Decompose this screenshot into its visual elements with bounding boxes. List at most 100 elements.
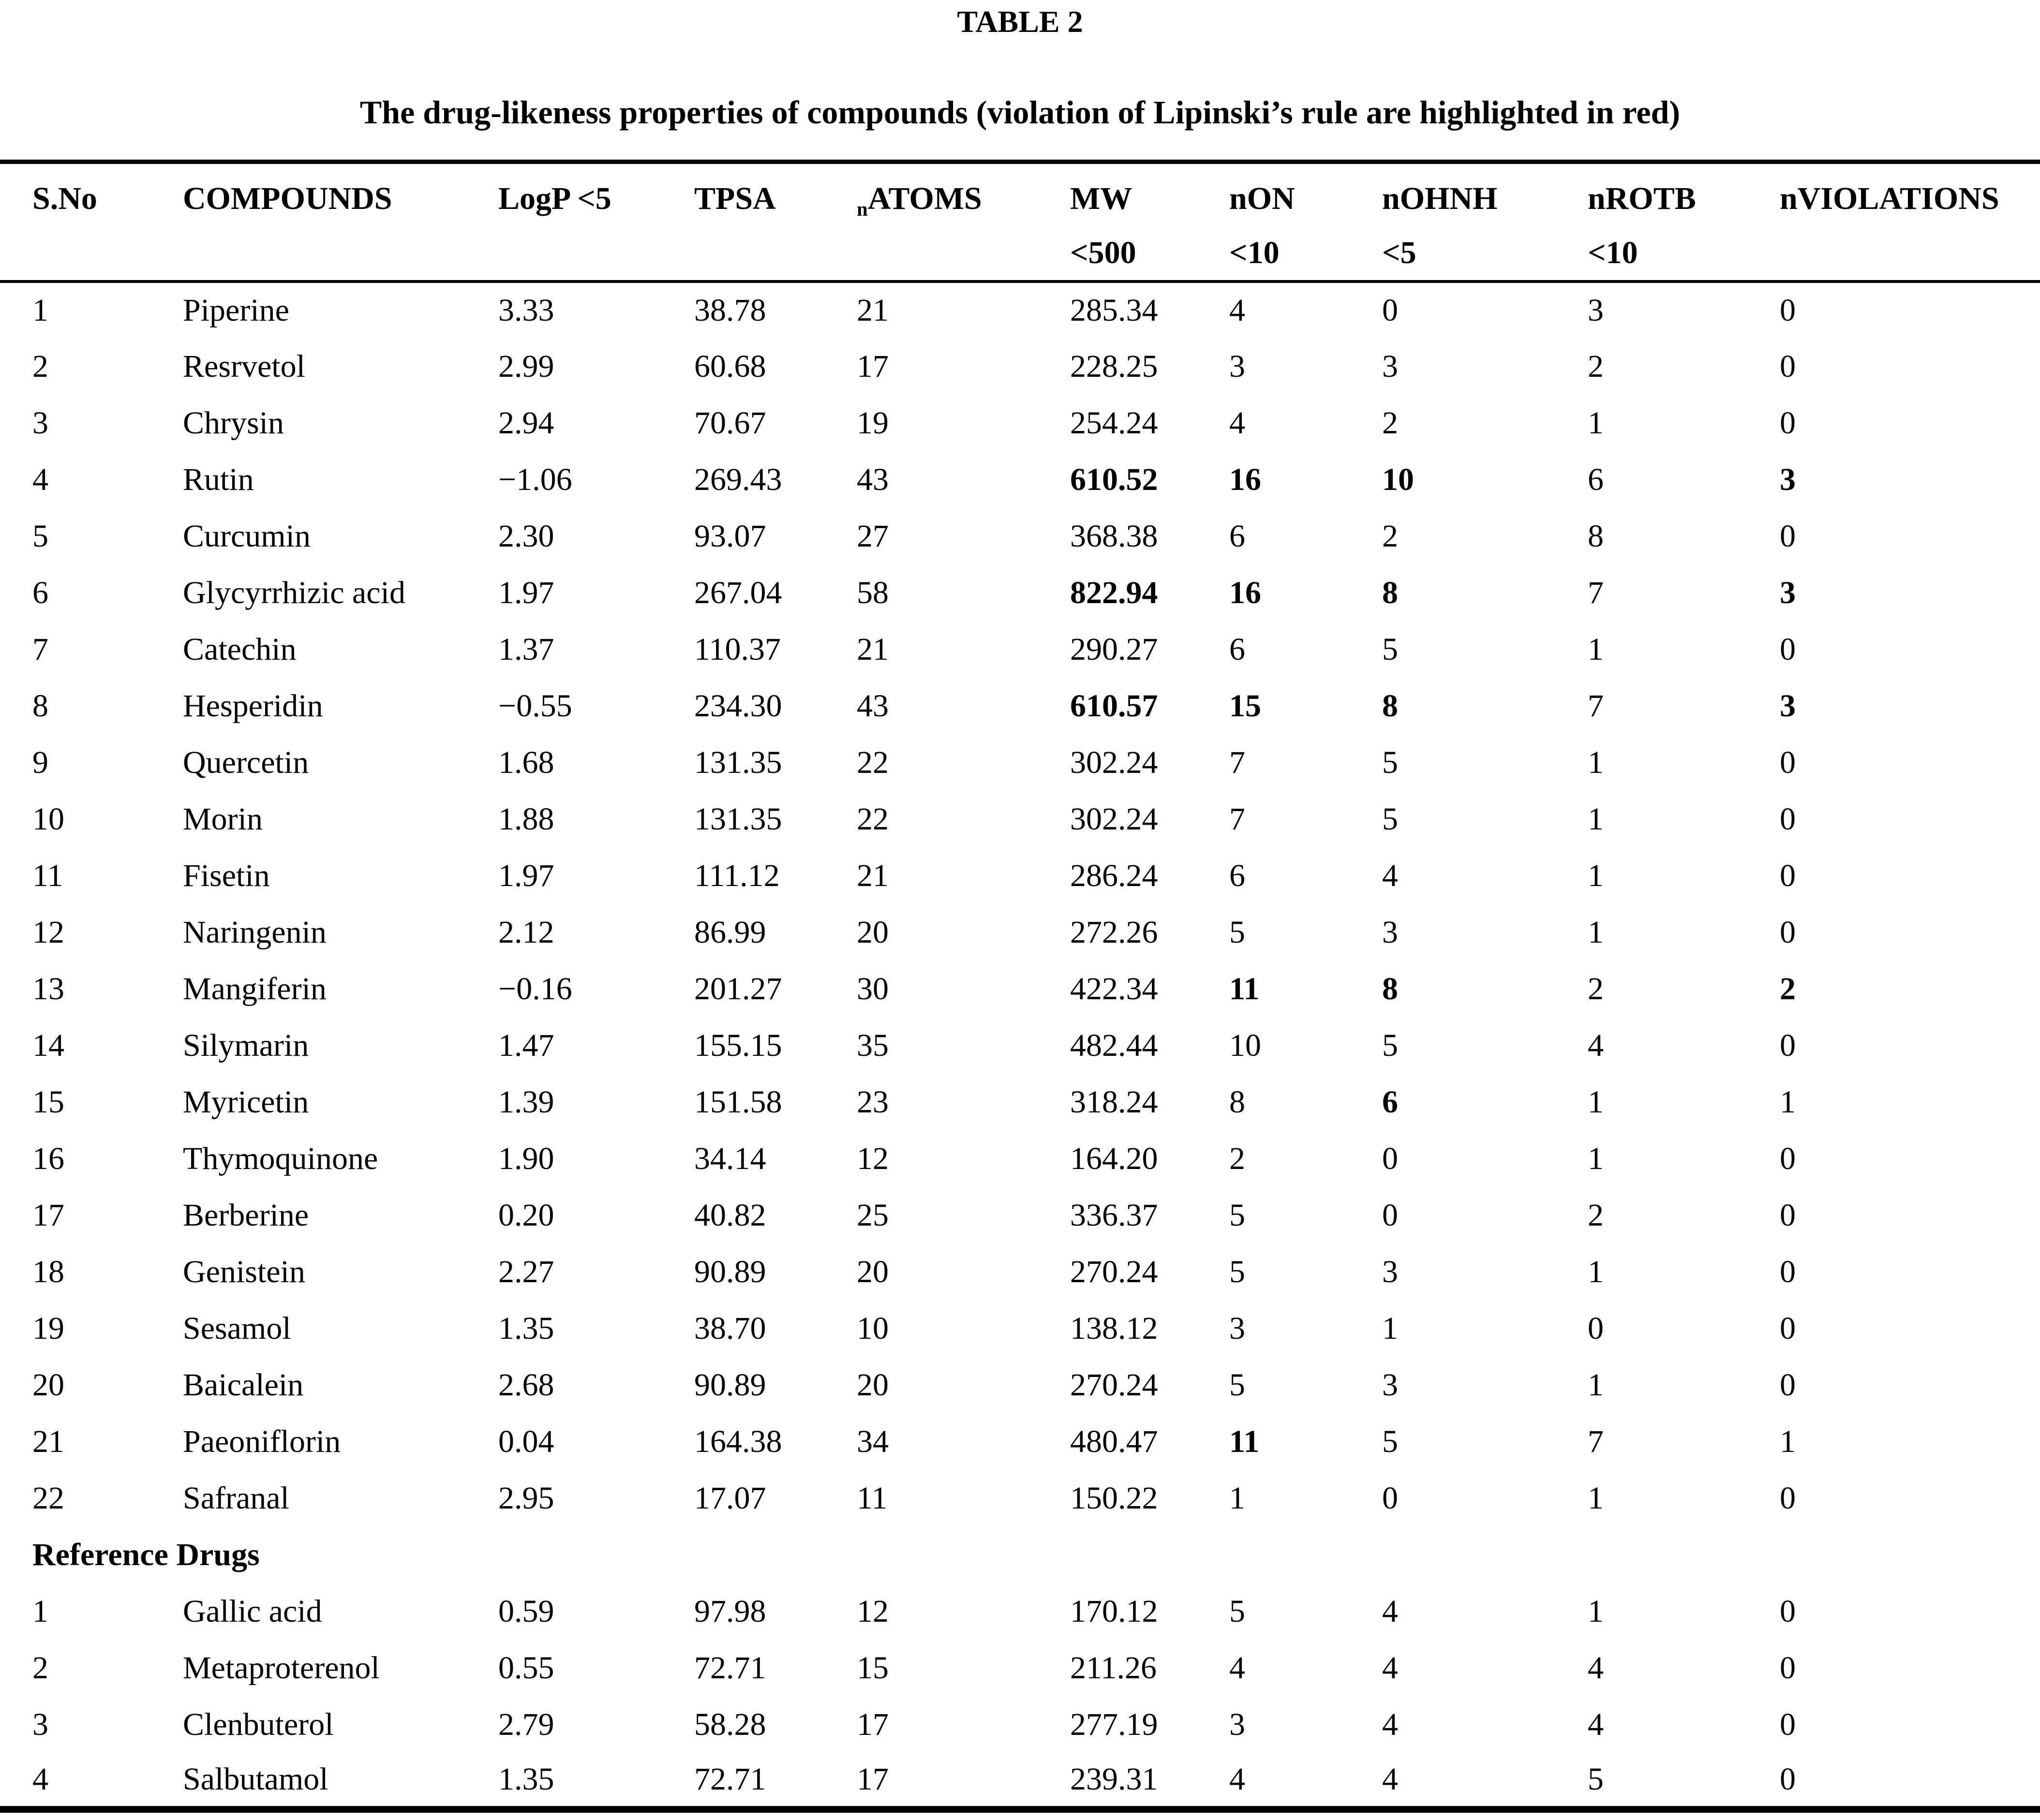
cell-tpsa: 70.67: [694, 405, 766, 441]
reference-drug-row: 3 Clenbuterol 2.79 58.28 17 277.19 3 4 4 0: [0, 1696, 2040, 1753]
compound-row: 18 Genistein 2.27 90.89 20 270.24 5 3 1 0: [0, 1243, 2040, 1300]
column-header-non: nON <10: [1229, 162, 1382, 282]
cell-tpsa: 72.71: [694, 1761, 766, 1797]
column-header-line2: <10: [1229, 235, 1280, 270]
cell-non: 6: [1229, 518, 1245, 554]
column-header-nviol: nVIOLATIONS: [1780, 162, 2040, 282]
cell-non: 5: [1229, 1367, 1245, 1403]
cell-nrotb: 1: [1588, 1084, 1604, 1120]
cell-sno: 3: [32, 405, 48, 441]
cell-non: 7: [1229, 801, 1245, 837]
cell-nohnh: 3: [1382, 1254, 1398, 1289]
table-header: S.No COMPOUNDS LogP <5 TPSA nATOMS MW <500 nON <…: [0, 162, 2040, 282]
column-header-compound: COMPOUNDS: [183, 162, 498, 282]
cell-non: 5: [1229, 914, 1245, 950]
cell-nrotb: 4: [1588, 1706, 1604, 1742]
compound-row: 19 Sesamol 1.35 38.70 10 138.12 3 1 0 0: [0, 1300, 2040, 1357]
cell-compound: Naringenin: [183, 914, 327, 950]
cell-nrotb: 7: [1588, 1423, 1604, 1459]
compound-row: 20 Baicalein 2.68 90.89 20 270.24 5 3 1 0: [0, 1357, 2040, 1413]
cell-natoms: 22: [857, 801, 889, 837]
column-header-line1: MW: [1070, 181, 1132, 216]
cell-nviol: 3: [1780, 688, 1796, 724]
cell-mw: 272.26: [1070, 914, 1158, 950]
cell-natoms: 12: [857, 1593, 889, 1629]
cell-nviol: 3: [1780, 575, 1796, 610]
cell-nviol: 0: [1780, 348, 1796, 384]
cell-tpsa: 201.27: [694, 971, 782, 1006]
cell-tpsa: 17.07: [694, 1480, 766, 1516]
cell-compound: Berberine: [183, 1197, 309, 1233]
cell-non: 2: [1229, 1140, 1245, 1176]
cell-nrotb: 6: [1588, 461, 1604, 497]
cell-non: 11: [1229, 971, 1260, 1006]
cell-nohnh: 5: [1382, 1423, 1398, 1459]
cell-nohnh: 5: [1382, 631, 1398, 667]
cell-mw: 270.24: [1070, 1254, 1158, 1289]
drug-likeness-table: S.No COMPOUNDS LogP <5 TPSA nATOMS MW <500 nON <…: [0, 160, 2040, 1813]
cell-sno: 2: [32, 1650, 48, 1686]
cell-nohnh: 3: [1382, 914, 1398, 950]
cell-nrotb: 1: [1588, 1593, 1604, 1629]
cell-logp: 2.27: [498, 1254, 554, 1289]
cell-nviol: 0: [1780, 1706, 1796, 1742]
cell-nrotb: 1: [1588, 914, 1604, 950]
cell-nrotb: 3: [1588, 293, 1604, 328]
cell-nrotb: 1: [1588, 801, 1604, 837]
cell-sno: 1: [32, 1593, 48, 1629]
cell-tpsa: 269.43: [694, 461, 782, 497]
cell-nrotb: 1: [1588, 1254, 1604, 1289]
cell-natoms: 27: [857, 518, 889, 554]
compound-row: 4 Rutin −1.06 269.43 43 610.52 16 10 6 3: [0, 451, 2040, 508]
cell-natoms: 20: [857, 1367, 889, 1403]
cell-logp: 1.68: [498, 744, 554, 780]
cell-compound: Glycyrrhizic acid: [183, 575, 405, 610]
compound-row: 10 Morin 1.88 131.35 22 302.24 7 5 1 0: [0, 791, 2040, 847]
cell-nohnh: 0: [1382, 293, 1398, 328]
cell-sno: 18: [32, 1254, 64, 1289]
cell-compound: Mangiferin: [183, 971, 327, 1006]
cell-tpsa: 72.71: [694, 1650, 766, 1686]
compound-row: 6 Glycyrrhizic acid 1.97 267.04 58 822.94 16 8 7…: [0, 564, 2040, 621]
cell-compound: Metaproterenol: [183, 1650, 380, 1686]
column-header-mw: MW <500: [1070, 162, 1229, 282]
cell-nohnh: 3: [1382, 1367, 1398, 1403]
cell-nrotb: 1: [1588, 1140, 1604, 1176]
cell-nohnh: 4: [1382, 1761, 1398, 1797]
cell-sno: 10: [32, 801, 64, 837]
cell-logp: 1.47: [498, 1027, 554, 1063]
cell-natoms: 17: [857, 348, 889, 384]
cell-non: 3: [1229, 1706, 1245, 1742]
cell-non: 15: [1229, 688, 1261, 724]
cell-nviol: 0: [1780, 631, 1796, 667]
cell-mw: 290.27: [1070, 631, 1158, 667]
table-label: TABLE 2: [957, 4, 1083, 39]
cell-tpsa: 38.78: [694, 293, 766, 328]
cell-sno: 13: [32, 971, 64, 1006]
cell-nrotb: 1: [1588, 1480, 1604, 1516]
column-header-sno: S.No: [0, 162, 183, 282]
compound-row: 16 Thymoquinone 1.90 34.14 12 164.20 2 0 1 0: [0, 1130, 2040, 1187]
cell-nrotb: 0: [1588, 1310, 1604, 1346]
cell-logp: 0.04: [498, 1423, 554, 1459]
cell-tpsa: 34.14: [694, 1140, 766, 1176]
compound-row: 13 Mangiferin −0.16 201.27 30 422.34 11 8 2 2: [0, 961, 2040, 1017]
cell-tpsa: 234.30: [694, 688, 782, 724]
cell-non: 11: [1229, 1423, 1260, 1459]
cell-natoms: 35: [857, 1027, 889, 1063]
cell-logp: −0.55: [498, 688, 572, 724]
cell-compound: Fisetin: [183, 858, 270, 893]
cell-logp: 1.35: [498, 1761, 554, 1797]
cell-sno: 19: [32, 1310, 64, 1346]
cell-logp: 1.97: [498, 575, 554, 610]
cell-logp: 0.20: [498, 1197, 554, 1233]
cell-mw: 302.24: [1070, 801, 1158, 837]
compound-row: 8 Hesperidin −0.55 234.30 43 610.57 15 8 7 3: [0, 678, 2040, 734]
cell-natoms: 23: [857, 1084, 889, 1120]
cell-nviol: 0: [1780, 1761, 1796, 1797]
cell-mw: 138.12: [1070, 1310, 1158, 1346]
compound-row: 21 Paeoniflorin 0.04 164.38 34 480.47 11 5 7 1: [0, 1413, 2040, 1470]
cell-mw: 482.44: [1070, 1027, 1158, 1063]
cell-compound: Chrysin: [183, 405, 284, 441]
column-header-line1: S.No: [32, 181, 97, 216]
